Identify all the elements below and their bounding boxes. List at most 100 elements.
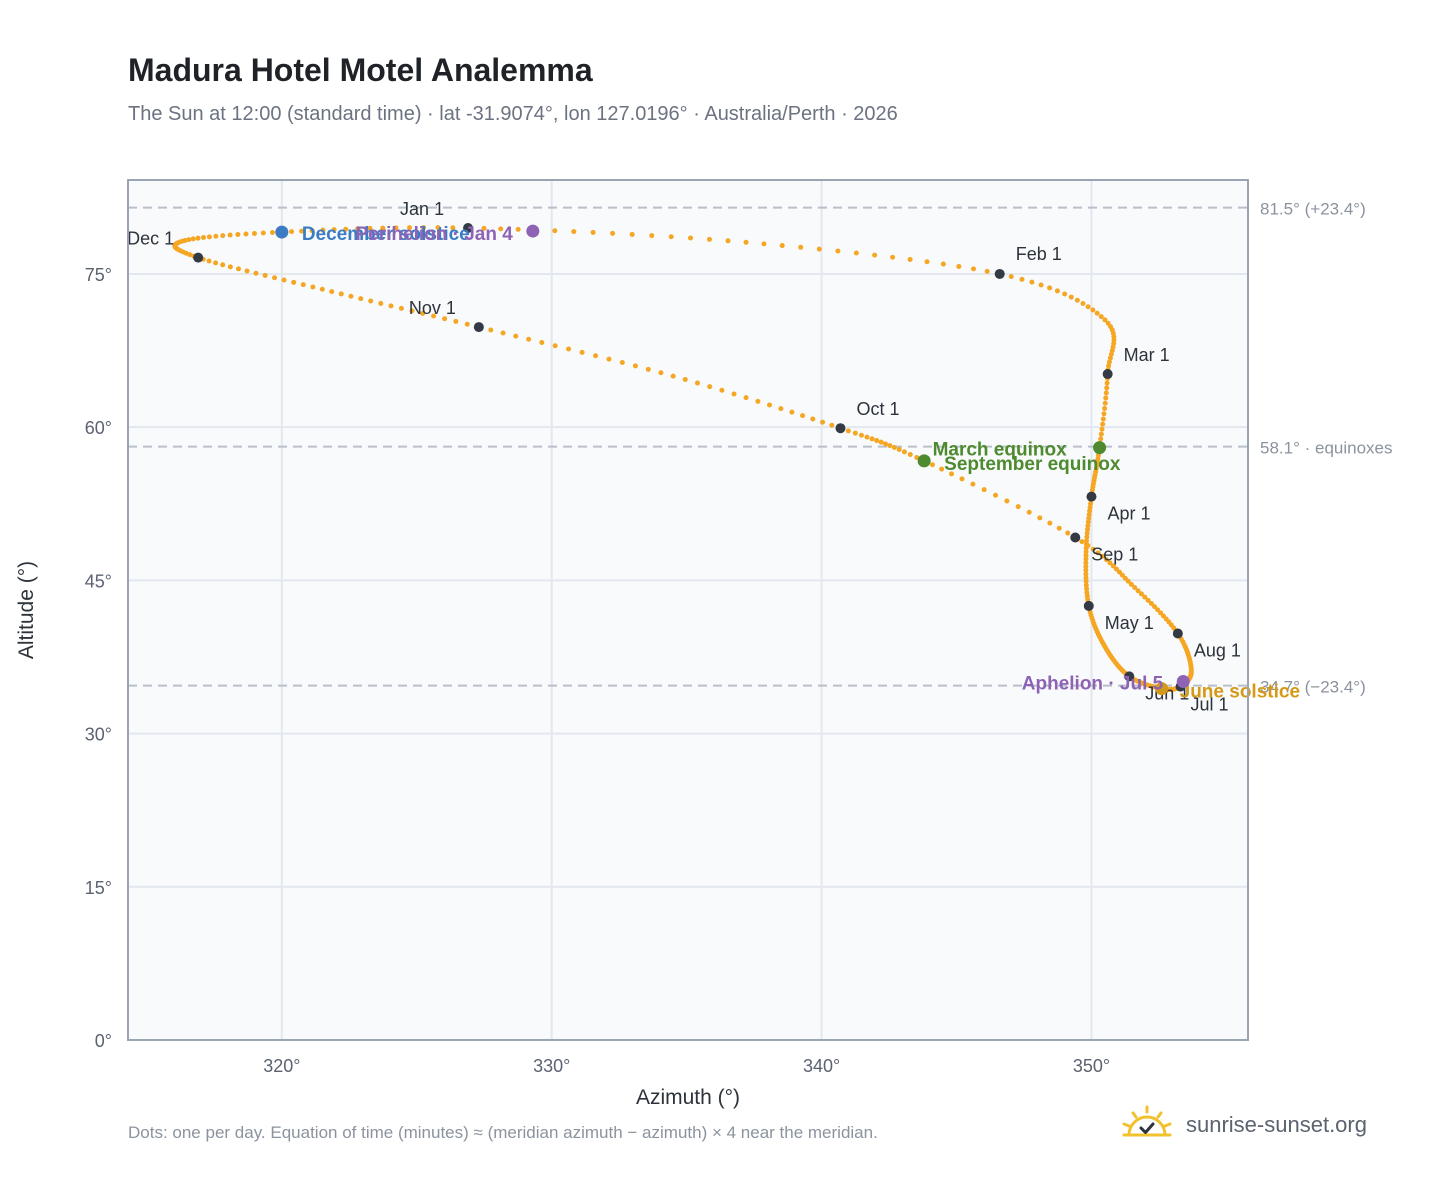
daily-sun-dot (539, 339, 545, 345)
daily-sun-dot (421, 225, 427, 231)
month-label: Dec 1 (127, 229, 174, 249)
daily-sun-dot (1086, 515, 1092, 521)
daily-sun-dot (1083, 575, 1089, 581)
event-label: September equinox (944, 454, 1121, 475)
daily-sun-dot (453, 318, 459, 324)
daily-sun-dot (299, 228, 305, 234)
daily-sun-dot (1085, 304, 1091, 310)
brand-name: sunrise-sunset.org (1186, 1112, 1367, 1137)
daily-sun-dot (220, 233, 226, 239)
daily-sun-dot (431, 313, 437, 319)
y-axis-label: Altitude (°) (15, 561, 38, 659)
x-axis-ticks: 320° 330° 340° 350° (263, 1056, 1110, 1076)
daily-sun-dot (755, 398, 761, 404)
event-marker (1176, 674, 1190, 688)
sun-check-icon (1122, 1105, 1172, 1137)
event-label: December solstice (302, 224, 470, 245)
daily-sun-dot (890, 254, 896, 260)
daily-sun-dot (579, 349, 585, 355)
daily-sun-dot (993, 492, 999, 498)
daily-sun-dot (1083, 567, 1089, 573)
daily-sun-dot (798, 244, 804, 250)
daily-sun-dot (338, 291, 344, 297)
month-marker (193, 252, 204, 263)
daily-sun-dot (571, 229, 577, 235)
daily-sun-dot (1116, 569, 1122, 575)
daily-sun-dot (896, 447, 902, 453)
month-label: Nov 1 (409, 298, 456, 318)
daily-sun-dot (513, 333, 519, 339)
y-axis-ticks: 0° 15° 30° 45° 60° 75° (85, 265, 112, 1051)
x-tick-label: 340° (803, 1056, 840, 1076)
x-tick-label: 350° (1073, 1056, 1110, 1076)
daily-sun-dot (1094, 310, 1100, 316)
daily-sun-dot (253, 270, 259, 276)
daily-sun-dot (1080, 300, 1086, 306)
daily-sun-dot (981, 487, 987, 493)
x-tick-label: 330° (533, 1056, 570, 1076)
daily-sun-dot (1098, 431, 1104, 437)
daily-sun-dot (929, 462, 935, 468)
daily-sun-dot (1135, 588, 1141, 594)
daily-sun-dot (213, 260, 219, 266)
month-label: Feb 1 (1016, 244, 1062, 264)
daily-sun-dot (409, 308, 415, 314)
daily-sun-dot (319, 286, 325, 292)
daily-sun-dot (835, 248, 841, 254)
month-marker (1083, 600, 1094, 611)
daily-sun-dot (1087, 504, 1093, 510)
daily-sun-dot (1113, 566, 1119, 572)
month-marker (1086, 491, 1097, 502)
event-marker (1093, 441, 1107, 455)
daily-sun-dot (1047, 285, 1053, 291)
daily-sun-dot (1128, 581, 1134, 587)
daily-sun-dot (260, 230, 266, 236)
daily-sun-dot (1102, 400, 1108, 406)
daily-sun-dot (743, 395, 749, 401)
daily-sun-dot (1038, 282, 1044, 288)
daily-sun-dot (970, 481, 976, 487)
chart-title: Madura Hotel Motel Analemma (128, 52, 593, 88)
month-marker (1124, 671, 1135, 682)
daily-sun-dot (380, 225, 386, 231)
daily-sun-dot (810, 416, 816, 422)
daily-sun-dot (939, 466, 945, 472)
month-marker (994, 268, 1005, 279)
daily-sun-dot (743, 239, 749, 245)
daily-sun-dot (820, 419, 826, 425)
daily-sun-dot (887, 443, 893, 449)
daily-sun-dot (1083, 549, 1089, 555)
y-tick-label: 30° (85, 725, 112, 745)
reference-lines: 81.5° (+23.4°) 58.1° · equinoxes 34.7° (−2… (128, 200, 1393, 697)
daily-sun-dot (1155, 607, 1161, 613)
brand-logo[interactable]: sunrise-sunset.org (1120, 1103, 1367, 1147)
daily-sun-dot (309, 228, 315, 234)
daily-sun-dot (420, 310, 426, 316)
event-marker (526, 224, 540, 238)
daily-sun-dot (1145, 597, 1151, 603)
month-label: Mar 1 (1124, 345, 1170, 365)
daily-sun-dot (407, 225, 413, 231)
daily-sun-dot (291, 279, 297, 285)
month-marker (1172, 628, 1183, 639)
event-label: June solstice (1180, 682, 1300, 703)
daily-sun-dot (500, 330, 506, 336)
daily-sun-dot (1086, 512, 1092, 518)
daily-sun-dot (707, 384, 713, 390)
reference-line-label: 58.1° · equinoxes (1260, 439, 1393, 458)
daily-sun-dot (1037, 515, 1043, 521)
daily-sun-dot (1008, 274, 1014, 280)
month-label: Jan 1 (400, 199, 444, 219)
daily-sun-dot (949, 471, 955, 477)
daily-sun-dot (526, 336, 532, 342)
daily-sun-dot (1026, 509, 1032, 515)
daily-sun-dot (924, 259, 930, 265)
daily-sun-dot (1104, 380, 1110, 386)
x-tick-label: 320° (263, 1056, 300, 1076)
daily-sun-dot (1084, 586, 1090, 592)
daily-sun-dot (1083, 571, 1089, 577)
daily-sun-dot (619, 360, 625, 366)
month-marker (1102, 369, 1113, 380)
daily-sun-dot (1103, 390, 1109, 396)
